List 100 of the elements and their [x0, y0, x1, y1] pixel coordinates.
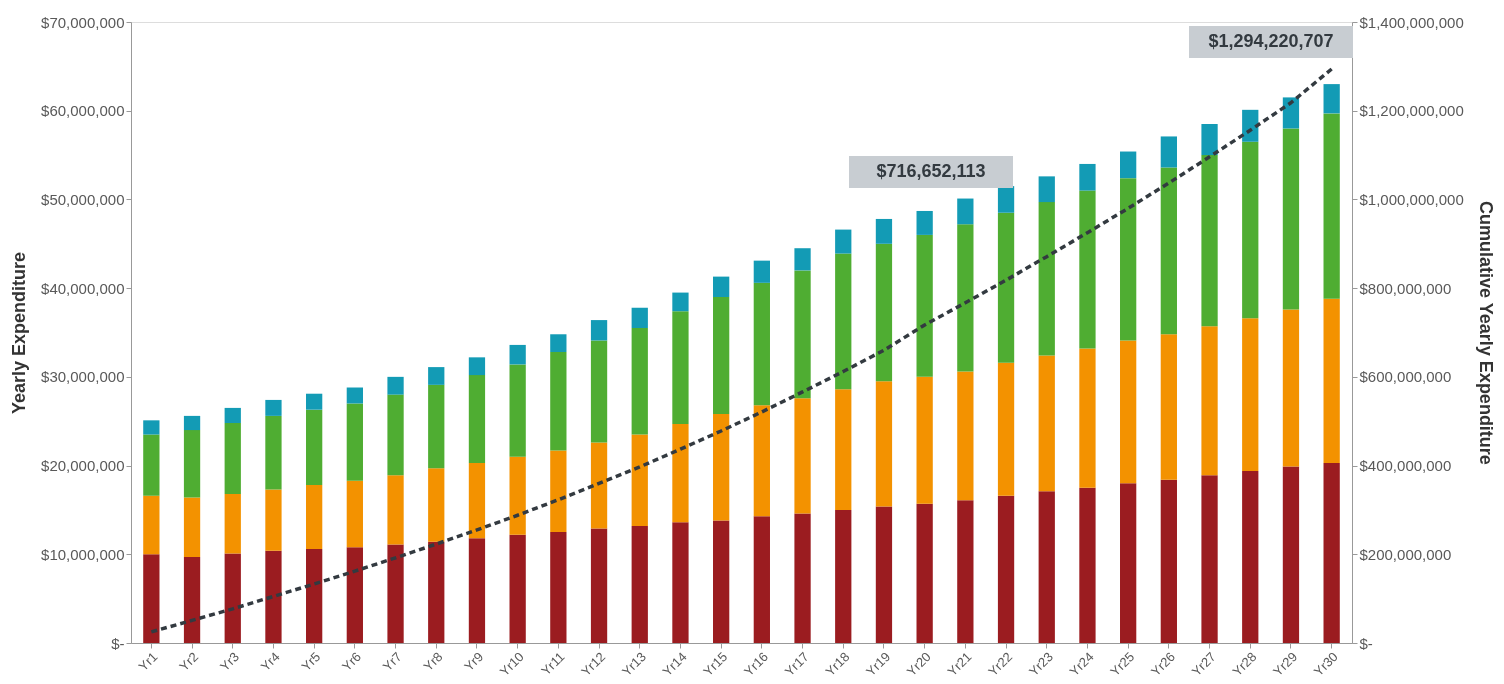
x-tick-label: Yr12 — [578, 649, 609, 680]
bar — [1120, 340, 1137, 484]
bar — [997, 186, 1015, 213]
bar — [794, 513, 811, 643]
bar — [1201, 155, 1218, 327]
bar — [794, 398, 811, 514]
bar — [1079, 190, 1096, 349]
bar — [1120, 178, 1137, 341]
bar — [1120, 151, 1137, 179]
x-tick-label: Yr3 — [217, 649, 242, 674]
annotation: $1,294,220,707 — [1208, 31, 1334, 51]
bar — [143, 434, 160, 496]
bar — [346, 480, 363, 548]
bar — [1282, 466, 1300, 643]
y2-tick-label: $400,000,000 — [1359, 457, 1452, 475]
bar — [997, 495, 1015, 643]
x-tick-label: Yr14 — [659, 649, 690, 680]
bar — [387, 376, 404, 395]
bar — [631, 434, 648, 526]
bar — [1038, 202, 1055, 356]
bar — [1323, 298, 1340, 463]
bar — [713, 520, 730, 643]
bar — [509, 344, 526, 365]
bar — [509, 364, 526, 457]
x-tick-label: Yr6 — [339, 649, 365, 674]
bar — [183, 556, 201, 643]
y2-tick-label: $1,200,000,000 — [1359, 102, 1464, 120]
bar — [794, 270, 811, 399]
x-tick-label: Yr28 — [1229, 649, 1260, 680]
bar — [875, 381, 893, 507]
bar — [387, 394, 404, 476]
bar — [1038, 176, 1055, 203]
bar — [1242, 470, 1259, 643]
bar — [835, 229, 852, 254]
bar — [306, 485, 323, 549]
bar — [428, 384, 445, 469]
x-tick-label: Yr24 — [1066, 649, 1097, 680]
bar — [468, 462, 486, 539]
bar — [224, 553, 241, 643]
bar — [957, 198, 974, 225]
y2-tick-label: $- — [1359, 634, 1373, 652]
x-tick-label: Yr21 — [944, 649, 975, 680]
bar — [1323, 113, 1340, 299]
bar — [672, 423, 689, 523]
bar — [143, 554, 160, 643]
bar — [550, 334, 567, 353]
bar — [753, 282, 770, 406]
x-tick-label: Yr29 — [1270, 649, 1301, 680]
bar — [428, 468, 445, 542]
x-tick-label: Yr20 — [903, 649, 934, 680]
bar — [183, 430, 201, 498]
bar — [387, 475, 404, 545]
x-tick-label: Yr15 — [700, 649, 731, 680]
bar — [1201, 326, 1218, 476]
bar — [1160, 136, 1177, 168]
y-tick-label: $40,000,000 — [41, 279, 125, 297]
bar — [957, 371, 974, 501]
bar — [590, 320, 608, 341]
bar — [306, 409, 323, 486]
x-tick-label: Yr7 — [379, 649, 405, 674]
x-tick-label: Yr4 — [257, 649, 283, 674]
x-tick-label: Yr19 — [863, 649, 894, 680]
x-tick-label: Yr1 — [135, 649, 161, 674]
bar — [224, 422, 241, 494]
bar — [265, 415, 282, 490]
y-tick-label: $60,000,000 — [41, 102, 125, 120]
bar — [713, 297, 730, 415]
y-tick-label: $20,000,000 — [41, 457, 125, 475]
bar — [265, 399, 282, 416]
x-tick-label: Yr9 — [461, 649, 487, 674]
y-tick-label: $50,000,000 — [41, 190, 125, 208]
y-axis-title: Yearly Expenditure — [9, 251, 30, 415]
bar — [1079, 487, 1096, 643]
bar — [794, 248, 811, 271]
bar — [753, 405, 770, 517]
bar — [631, 307, 648, 329]
x-tick-label: Yr17 — [781, 649, 812, 680]
bar — [509, 456, 526, 535]
bar — [428, 367, 445, 385]
bar — [875, 243, 893, 382]
bar — [672, 522, 689, 643]
line-series — [149, 67, 1334, 634]
bar — [143, 420, 160, 435]
bar — [835, 253, 852, 390]
bar — [875, 506, 893, 643]
x-tick-label: Yr5 — [298, 649, 324, 674]
bar — [265, 550, 282, 643]
bar — [1201, 124, 1218, 156]
y2-tick-label: $1,400,000,000 — [1359, 13, 1464, 31]
bar — [916, 376, 933, 504]
bar — [753, 516, 770, 643]
bar — [997, 212, 1015, 363]
x-tick-label: Yr8 — [420, 649, 446, 674]
bar — [631, 328, 648, 435]
bar — [916, 234, 933, 377]
bar — [1282, 309, 1300, 467]
bar — [835, 389, 852, 510]
bar — [509, 534, 526, 643]
bar — [183, 497, 201, 557]
bar — [957, 500, 974, 643]
